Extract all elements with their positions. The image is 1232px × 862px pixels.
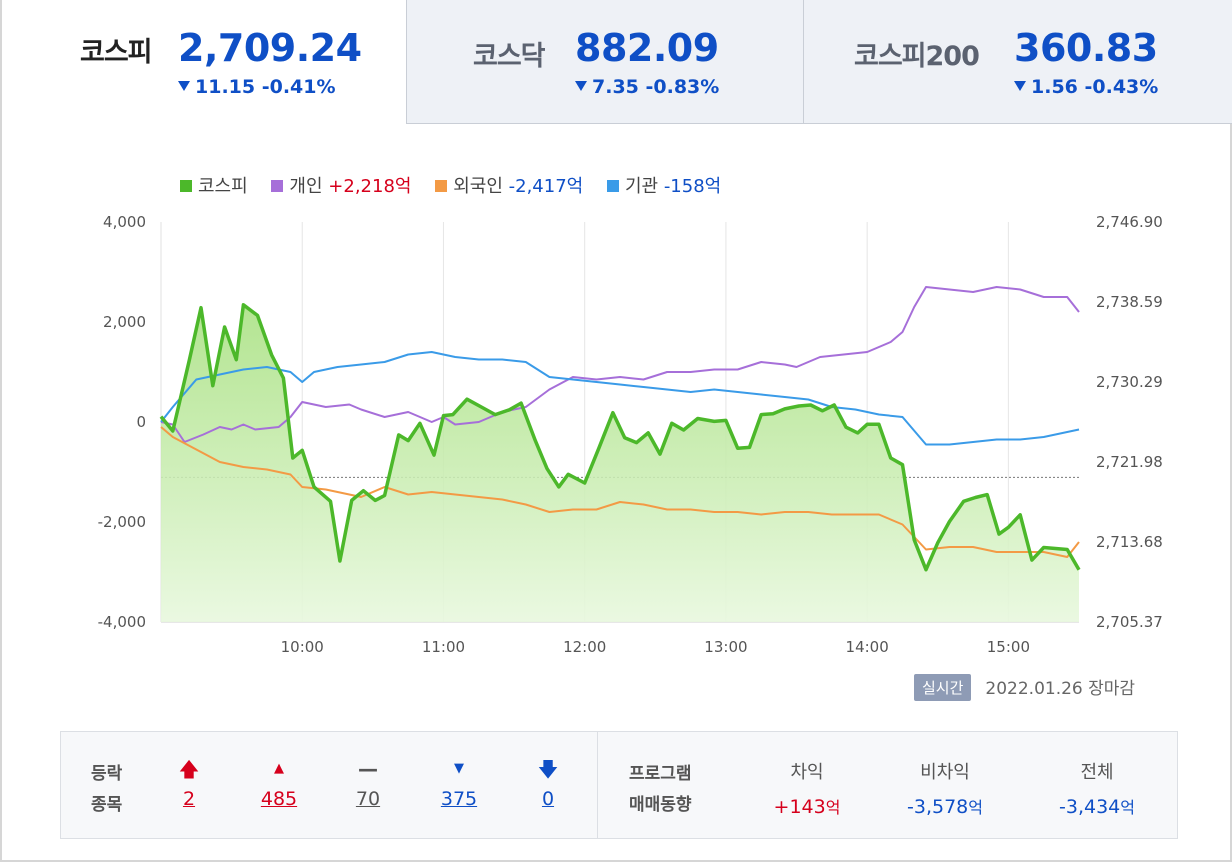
flat-col: — 70 xyxy=(338,756,398,810)
legend-item-institution: 기관 -158억 xyxy=(606,172,722,198)
left-axis-tick-label: 2,000 xyxy=(103,313,146,331)
market-chart: 4,000 2,000 0 -2,000 -4,000 2,746.90 2,738.59 2… xyxy=(98,213,1163,656)
left-axis-tick-label: 4,000 xyxy=(103,213,146,231)
tab-kospi-value: 2,709.24 xyxy=(178,26,362,70)
unit-label: 억 xyxy=(968,798,983,817)
right-axis-tick-label: 2,705.37 xyxy=(1096,613,1163,631)
right-axis-tick-label: 2,721.98 xyxy=(1096,453,1163,471)
close-date: 2022.01.26 장마감 xyxy=(985,679,1136,699)
total-value-num: -3,434 xyxy=(1059,796,1121,818)
legend-amount: -158억 xyxy=(663,176,722,197)
arbitrage-value: +143억 xyxy=(727,794,887,818)
upper-limit-col: 🡅 2 xyxy=(159,756,219,810)
legend-label: 개인 xyxy=(289,176,323,197)
total-value: -3,434억 xyxy=(1017,794,1177,818)
left-axis-tick-label: -4,000 xyxy=(98,613,146,631)
fall-col: ▼ 375 xyxy=(429,756,489,810)
legend-swatch xyxy=(180,180,192,192)
legend-label: 외국인 xyxy=(453,176,503,197)
tab-kospi[interactable]: 코스피 2,709.24 11.15 -0.41% xyxy=(2,0,406,124)
tab-kospi200-name: 코스피200 xyxy=(854,41,980,72)
x-axis-tick-label: 12:00 xyxy=(563,638,606,656)
tab-kospi200-change: 1.56 -0.43% xyxy=(1014,76,1158,98)
right-axis-tick-label: 2,713.68 xyxy=(1096,533,1163,551)
nonarbitrage-value-num: -3,578 xyxy=(907,796,969,818)
lower-limit-count[interactable]: 0 xyxy=(541,788,555,810)
legend-amount: +2,218억 xyxy=(328,176,412,197)
market-stats: 등락 종목 🡅 2 ▲ 485 — 70 ▼ 375 🡇 0 프로그램 매매동향… xyxy=(60,731,1178,839)
program-label-2: 매매동향 xyxy=(629,795,692,815)
dash-icon: — xyxy=(358,757,378,781)
left-axis-tick-label: 0 xyxy=(136,413,146,431)
down-triangle-icon xyxy=(1014,81,1026,91)
tab-kosdaq-value: 882.09 xyxy=(575,26,719,70)
right-axis-tick-label: 2,746.90 xyxy=(1096,213,1163,231)
legend-item-kospi: 코스피 xyxy=(180,172,248,198)
triangle-up-icon: ▲ xyxy=(274,761,284,776)
x-axis-tick-label: 10:00 xyxy=(281,638,324,656)
down-triangle-icon xyxy=(575,81,587,91)
x-axis-tick-label: 11:00 xyxy=(422,638,465,656)
fall-count[interactable]: 375 xyxy=(440,788,478,810)
series-line-individual xyxy=(160,286,1080,443)
nonarbitrage-col: 비차익 -3,578억 xyxy=(865,758,1025,818)
legend-label: 코스피 xyxy=(198,176,248,197)
series-line-institution xyxy=(160,351,1080,446)
left-axis-tick-label: -2,000 xyxy=(98,513,146,531)
legend-swatch xyxy=(271,180,284,192)
total-col: 전체 -3,434억 xyxy=(1017,758,1177,818)
arbitrage-value-num: +143 xyxy=(773,796,826,818)
index-tabs: 코스피 2,709.24 11.15 -0.41% 코스닥 882.09 7.3… xyxy=(0,0,1232,124)
realtime-stamp: 실시간 2022.01.26 장마감 xyxy=(914,674,1136,701)
rise-count[interactable]: 485 xyxy=(260,788,298,810)
legend-label: 기관 xyxy=(624,176,659,197)
nonarbitrage-label: 비차익 xyxy=(920,762,970,783)
legend-swatch xyxy=(435,180,448,192)
x-axis-tick-label: 13:00 xyxy=(704,638,747,656)
right-axis-tick-label: 2,738.59 xyxy=(1096,293,1163,311)
arbitrage-col: 차익 +143억 xyxy=(727,758,887,818)
tab-kosdaq-change: 7.35 -0.83% xyxy=(575,76,719,98)
legend-amount: -2,417억 xyxy=(508,176,584,197)
legend-swatch xyxy=(606,180,619,192)
chart-legend: 코스피 개인 +2,218억 외국인 -2,417억 기관 -158억 xyxy=(180,172,739,198)
tab-kospi-name: 코스피 xyxy=(80,37,153,68)
tab-kosdaq[interactable]: 코스닥 882.09 7.35 -0.83% xyxy=(406,0,803,124)
tab-kospi-change: 11.15 -0.41% xyxy=(178,76,336,98)
total-label: 전체 xyxy=(1080,762,1114,783)
arbitrage-label: 차익 xyxy=(790,762,824,783)
program-label-1: 프로그램 xyxy=(629,764,692,784)
tab-kospi-change-text: 11.15 -0.41% xyxy=(195,76,336,98)
advdec-label-2: 종목 xyxy=(91,795,123,815)
realtime-badge[interactable]: 실시간 xyxy=(914,674,972,701)
advdec-label-1: 등락 xyxy=(91,764,123,784)
rise-col: ▲ 485 xyxy=(249,756,309,810)
tab-kospi200-change-text: 1.56 -0.43% xyxy=(1031,76,1159,98)
arrow-down-bold-icon: 🡇 xyxy=(537,757,559,781)
arrow-up-bold-icon: 🡅 xyxy=(178,757,200,781)
right-axis-tick-label: 2,730.29 xyxy=(1096,373,1163,391)
unit-label: 억 xyxy=(1120,798,1135,817)
legend-item-foreign: 외국인 -2,417억 xyxy=(435,172,583,198)
triangle-down-icon: ▼ xyxy=(454,761,464,776)
legend-item-individual: 개인 +2,218억 xyxy=(271,172,411,198)
tab-kospi200[interactable]: 코스피200 360.83 1.56 -0.43% xyxy=(803,0,1232,124)
flat-count[interactable]: 70 xyxy=(355,788,381,810)
lower-limit-col: 🡇 0 xyxy=(518,756,578,810)
down-triangle-icon xyxy=(178,81,190,91)
stats-divider xyxy=(597,732,598,838)
unit-label: 억 xyxy=(825,798,841,817)
kospi-area xyxy=(161,304,1079,622)
x-axis-tick-label: 14:00 xyxy=(846,638,889,656)
upper-limit-count[interactable]: 2 xyxy=(182,788,196,810)
x-axis-tick-label: 15:00 xyxy=(987,638,1030,656)
tab-kosdaq-name: 코스닥 xyxy=(473,41,546,72)
tab-kospi200-value: 360.83 xyxy=(1014,26,1158,70)
nonarbitrage-value: -3,578억 xyxy=(865,794,1025,818)
series-line-kospi xyxy=(159,303,1081,572)
tab-kosdaq-change-text: 7.35 -0.83% xyxy=(592,76,720,98)
